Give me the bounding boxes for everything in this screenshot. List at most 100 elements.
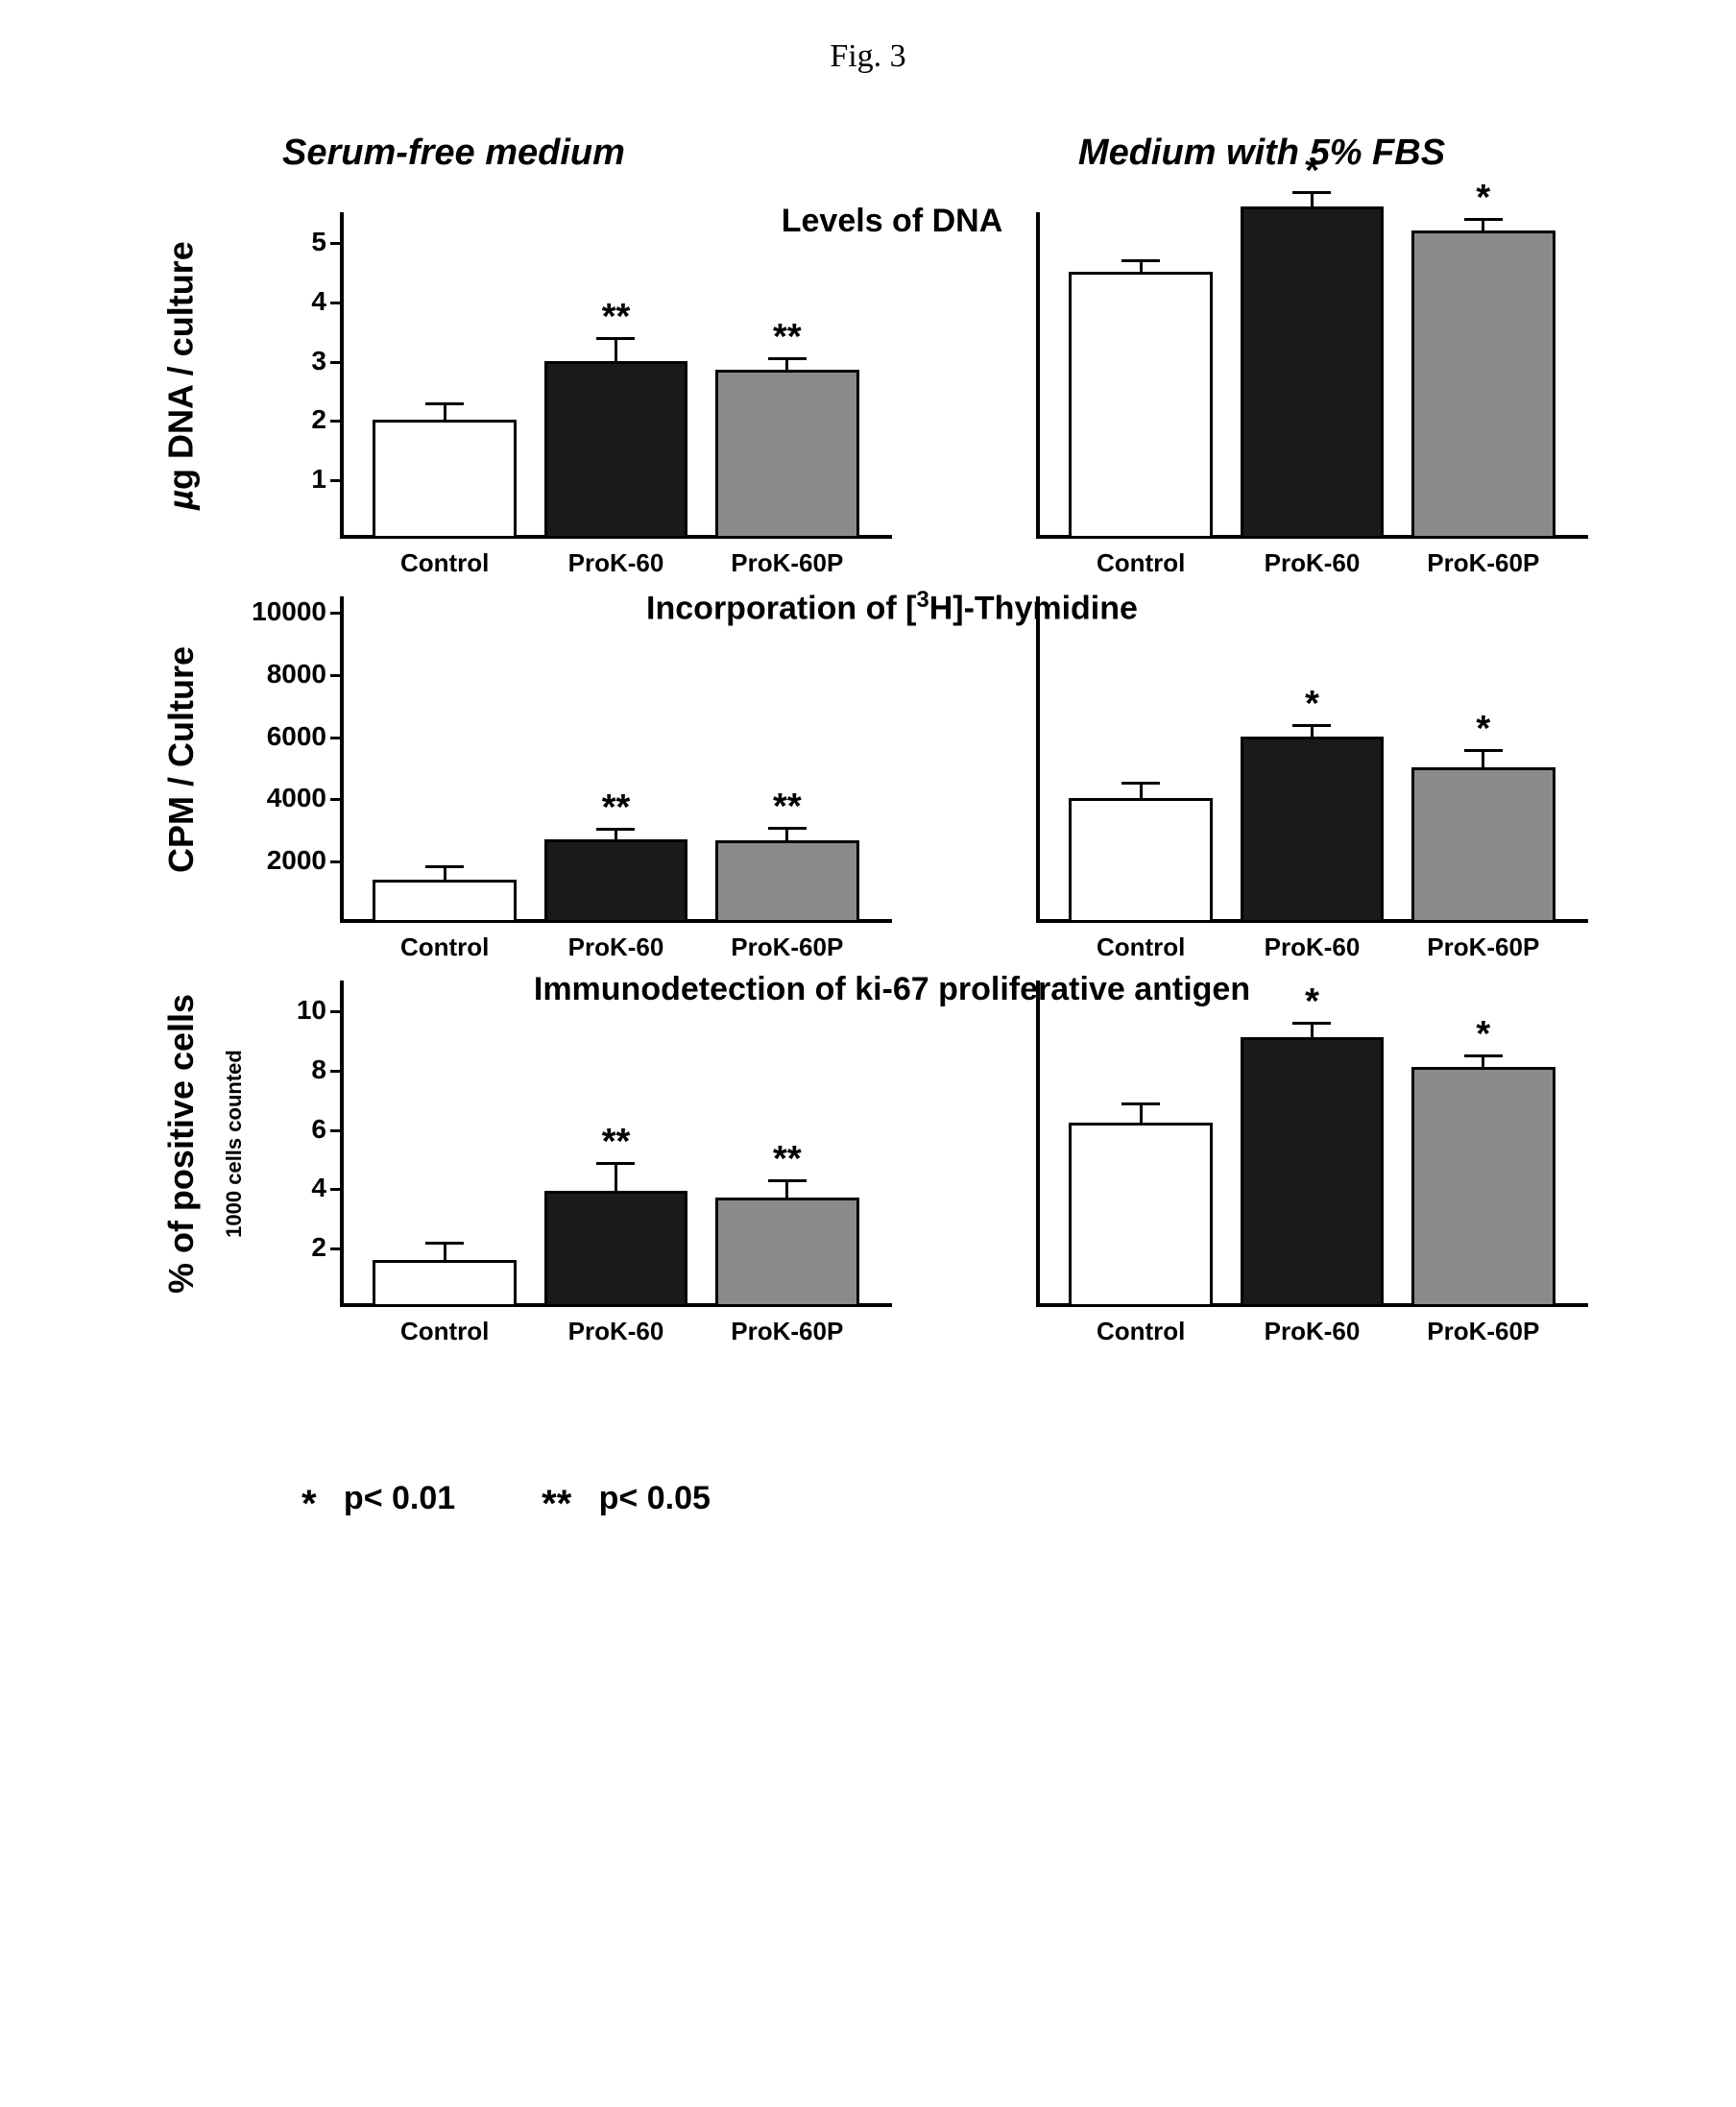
bar — [1241, 1037, 1385, 1307]
y-axis-ticks: 200040006000800010000 — [253, 596, 340, 923]
y-axis-ticks: 246810 — [253, 981, 340, 1307]
legend-text-2: p< 0.05 — [599, 1480, 711, 1516]
y-axis-label-text: % of positive cells — [161, 994, 202, 1294]
significance-marker: ** — [602, 306, 631, 335]
error-whisker — [1464, 218, 1503, 221]
y-tick: 2 — [250, 1232, 326, 1263]
error-bar — [444, 1242, 446, 1260]
bar — [1241, 206, 1385, 539]
y-tick: 4 — [250, 1173, 326, 1203]
significance-marker: * — [1305, 693, 1319, 722]
bar — [544, 361, 688, 539]
error-whisker — [596, 337, 635, 340]
significance-marker: ** — [773, 1149, 802, 1177]
chart-area: 200040006000800010000Control**ProK-60**P… — [253, 596, 892, 923]
error-whisker — [768, 1179, 807, 1182]
error-bar — [1482, 1054, 1484, 1066]
bar-group: **ProK-60P — [715, 796, 859, 923]
significance-marker: * — [1476, 718, 1490, 747]
column-titles: Serum-free medium Medium with 5% FBS — [282, 133, 1588, 174]
significance-marker: ** — [773, 796, 802, 825]
y-tick: 3 — [250, 346, 326, 376]
error-whisker — [1292, 724, 1331, 727]
error-bar — [1140, 259, 1143, 271]
panel-pair: Immunodetection of ki-67 proliferative a… — [253, 981, 1588, 1307]
bar — [715, 1198, 859, 1307]
chart-panel: Control*ProK-60*ProK-60P — [950, 212, 1588, 539]
panel-pair: Levels of DNA12345Control**ProK-60**ProK… — [253, 212, 1588, 539]
y-axis-label: µg DNA / culture — [148, 212, 215, 539]
bar-group: Control — [373, 1211, 517, 1307]
y-tick: 10000 — [250, 596, 326, 627]
legend-text-1: p< 0.01 — [344, 1480, 455, 1516]
bar-group: Control — [1069, 751, 1213, 923]
error-whisker — [768, 827, 807, 830]
error-whisker — [1464, 1054, 1503, 1057]
chart-row: % of positive cells 1000 cells countedImm… — [148, 981, 1588, 1307]
legend-item-1: * p< 0.01 — [301, 1480, 455, 1517]
error-bar — [1482, 218, 1484, 230]
bar-group: Control — [1069, 229, 1213, 539]
significance-marker: * — [1305, 160, 1319, 189]
y-tick: 4 — [250, 286, 326, 317]
plot-region: Control**ProK-60**ProK-60P — [340, 596, 892, 923]
col-title-left: Serum-free medium — [282, 133, 935, 174]
bars-container: Control*ProK-60*ProK-60P — [1036, 981, 1588, 1307]
error-whisker — [596, 828, 635, 831]
ylabel-spacer — [215, 596, 253, 923]
error-bar — [444, 865, 446, 880]
bar — [1069, 1123, 1213, 1307]
bar — [1411, 767, 1555, 923]
error-bar — [785, 1179, 788, 1198]
y-tick: 6 — [250, 1114, 326, 1145]
bar — [373, 1260, 517, 1307]
x-category-label: ProK-60 — [1265, 932, 1361, 962]
error-whisker — [1464, 749, 1503, 752]
chart-row: µg DNA / cultureLevels of DNA12345Contro… — [148, 212, 1588, 539]
ylabel-spacer — [215, 212, 253, 539]
plot-region: Control **ProK-60**ProK-60P — [340, 981, 892, 1307]
y-axis-ticks: 12345 — [253, 212, 340, 539]
chart-area: 246810Control**ProK-60**ProK-60P — [253, 981, 892, 1307]
x-category-label: ProK-60 — [1265, 548, 1361, 578]
bar-group: **ProK-60P — [715, 327, 859, 539]
y-tick: 8 — [250, 1054, 326, 1085]
error-bar — [1311, 1022, 1314, 1036]
plot-region: Control*ProK-60*ProK-60P — [1036, 596, 1588, 923]
y-tick: 6000 — [250, 721, 326, 752]
chart-panel: Incorporation of [3H]-Thymidine200040006… — [253, 596, 892, 923]
bars-container: Control**ProK-60**ProK-60P — [340, 596, 892, 923]
bar-group: **ProK-60 — [544, 1131, 688, 1307]
bar — [544, 1191, 688, 1307]
bars-container: Control**ProK-60**ProK-60P — [340, 212, 892, 539]
figure-grid: Serum-free medium Medium with 5% FBS µg … — [148, 133, 1588, 1517]
x-category-label: Control — [1097, 548, 1185, 578]
error-bar — [785, 357, 788, 369]
x-category-label: ProK-60P — [731, 1317, 843, 1346]
x-category-label: ProK-60P — [1427, 1317, 1539, 1346]
bar — [373, 880, 517, 923]
significance-marker: * — [1476, 187, 1490, 216]
error-whisker — [596, 1162, 635, 1165]
bar — [373, 420, 517, 539]
error-whisker — [425, 865, 464, 868]
error-whisker — [1292, 191, 1331, 194]
y-axis-sublabel-text: 1000 cells counted — [222, 1050, 247, 1238]
chart-panel: Control*ProK-60*ProK-60P — [950, 596, 1588, 923]
error-bar — [615, 1162, 617, 1192]
error-whisker — [1121, 259, 1160, 262]
x-category-label: ProK-60P — [731, 548, 843, 578]
bar-group: **ProK-60P — [715, 1149, 859, 1307]
bars-container: Control **ProK-60**ProK-60P — [340, 981, 892, 1307]
figure-wrapper: Fig. 3 Serum-free medium Medium with 5% … — [148, 38, 1588, 1517]
bar-group: **ProK-60 — [544, 306, 688, 539]
bar-group: *ProK-60P — [1411, 718, 1555, 923]
x-category-label: Control — [400, 1317, 489, 1346]
bar — [1411, 230, 1555, 539]
chart-area: Control*ProK-60*ProK-60P — [950, 212, 1588, 539]
error-whisker — [1121, 1102, 1160, 1105]
error-bar — [615, 828, 617, 838]
significance-marker: * — [1305, 991, 1319, 1020]
error-bar — [615, 337, 617, 361]
bar-group: *ProK-60 — [1241, 160, 1385, 539]
